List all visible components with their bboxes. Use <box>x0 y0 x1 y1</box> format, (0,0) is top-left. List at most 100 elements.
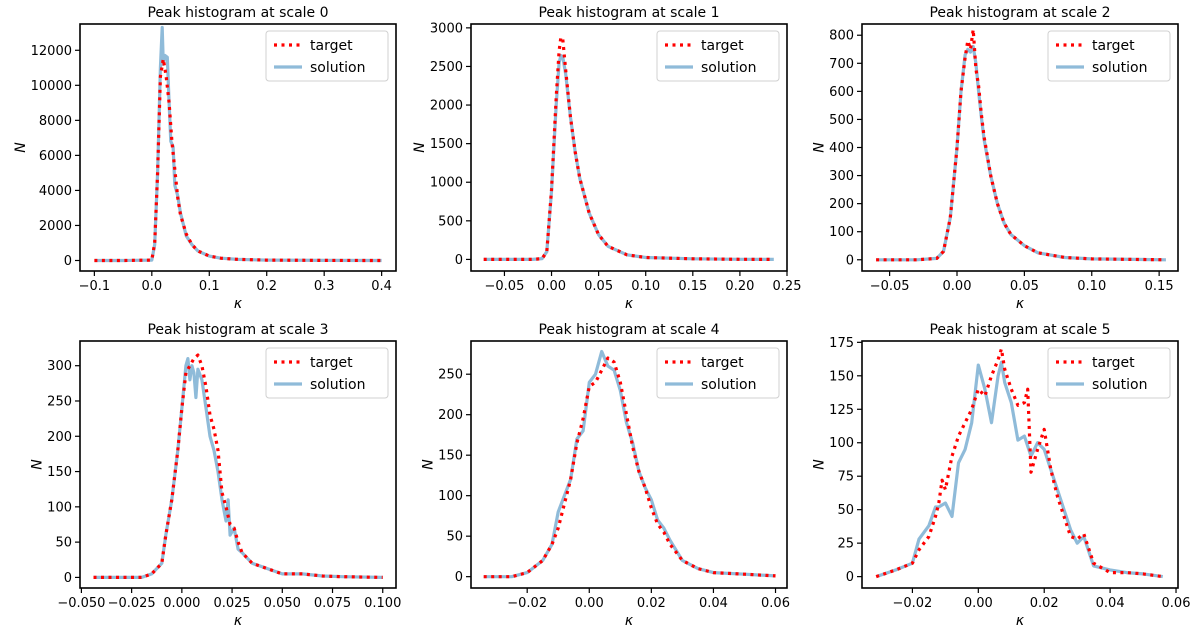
legend-label-solution: solution <box>310 377 365 393</box>
y-tick-label: 300 <box>829 169 854 184</box>
legend-label-solution: solution <box>701 60 756 76</box>
subplot-0: Peak histogram at scale 0 −0.1 0.0 0.1 0.2 0.… <box>13 5 397 312</box>
y-axis-label: N <box>811 459 827 470</box>
axes-frame <box>861 340 1179 589</box>
x-tick-label: 0.05 <box>584 279 613 294</box>
legend: target solution <box>1047 347 1171 399</box>
x-tick-label: 0.0 <box>141 279 162 294</box>
legend-label-solution: solution <box>1092 60 1147 76</box>
subplot-title: Peak histogram at scale 5 <box>929 322 1110 338</box>
y-tick-label: 400 <box>829 141 854 156</box>
subplot-title: Peak histogram at scale 2 <box>929 5 1110 21</box>
x-tick-label: 0.025 <box>213 596 250 611</box>
y-tick-label: 100 <box>438 489 463 504</box>
x-axis-label: κ <box>625 296 634 312</box>
y-tick-label: 500 <box>438 214 463 229</box>
y-tick-label: 200 <box>47 430 72 445</box>
y-tick-label: 25 <box>837 537 854 552</box>
y-tick-label: 250 <box>47 394 72 409</box>
x-tick-label: 0.04 <box>699 596 728 611</box>
x-axis-label: κ <box>1016 296 1025 312</box>
subplot-4: Peak histogram at scale 4 −0.02 0.00 0.02 0.… <box>420 322 790 629</box>
x-tick-label: 0.3 <box>314 279 335 294</box>
x-tick-label: −0.02 <box>507 596 547 611</box>
subplot-3: Peak histogram at scale 3 −0.050 −0.025 0.0… <box>29 322 401 629</box>
y-tick-label: 2000 <box>39 219 72 234</box>
x-tick-label: 0.04 <box>1096 596 1125 611</box>
y-tick-label: 1000 <box>430 176 463 191</box>
x-tick-label: 0.00 <box>575 596 604 611</box>
y-tick-label: 75 <box>837 470 854 485</box>
x-tick-label: 0.25 <box>773 279 802 294</box>
legend: target solution <box>1047 30 1171 82</box>
y-tick-label: 8000 <box>39 114 72 129</box>
x-tick-label: −0.02 <box>892 596 932 611</box>
y-tick-label: 150 <box>438 449 463 464</box>
y-axis-label: N <box>811 142 827 153</box>
legend: target solution <box>656 347 780 399</box>
legend-label-target: target <box>310 355 353 371</box>
x-tick-label: 0.05 <box>1010 279 1039 294</box>
legend-label-target: target <box>701 355 744 371</box>
subplot-2: Peak histogram at scale 2 −0.05 0.00 0.05 0.… <box>811 5 1179 312</box>
y-axis-label: N <box>412 142 428 153</box>
y-tick-label: 12000 <box>31 44 72 59</box>
y-tick-label: 800 <box>829 29 854 44</box>
y-tick-label: 700 <box>829 57 854 72</box>
subplot-1: Peak histogram at scale 1 −0.05 0.00 0.05 0.… <box>412 5 801 312</box>
y-tick-label: 4000 <box>39 184 72 199</box>
axes-frame <box>79 340 397 589</box>
series-line-solution <box>483 349 776 579</box>
x-tick-label: −0.05 <box>485 279 525 294</box>
y-tick-label: 200 <box>829 197 854 212</box>
legend-label-target: target <box>310 38 353 54</box>
y-tick-label: 125 <box>829 403 854 418</box>
x-tick-label: 0.15 <box>678 279 707 294</box>
legend-label-target: target <box>701 38 744 54</box>
y-axis-label: N <box>29 459 45 470</box>
y-tick-label: 0 <box>455 570 463 585</box>
legend-label-solution: solution <box>701 377 756 393</box>
legend-label-solution: solution <box>1092 377 1147 393</box>
y-tick-label: 50 <box>837 503 854 518</box>
axes-frame <box>470 340 788 589</box>
series-line-solution <box>875 360 1164 579</box>
y-tick-label: 300 <box>47 359 72 374</box>
series-line-target <box>483 35 774 261</box>
x-tick-label: 0.000 <box>163 596 200 611</box>
series-line-target <box>483 356 776 579</box>
x-tick-label: 0.06 <box>1162 596 1191 611</box>
x-tick-label: 0.00 <box>537 279 566 294</box>
x-tick-label: 0.06 <box>761 596 790 611</box>
y-tick-label: 200 <box>438 408 463 423</box>
subplot-title: Peak histogram at scale 1 <box>538 5 719 21</box>
x-tick-label: −0.05 <box>870 279 910 294</box>
legend-label-target: target <box>1092 355 1135 371</box>
y-tick-label: 0 <box>64 254 72 269</box>
axes-frame <box>470 23 788 272</box>
y-tick-label: 150 <box>829 369 854 384</box>
y-tick-label: 100 <box>829 225 854 240</box>
y-tick-label: 2000 <box>430 99 463 114</box>
x-tick-label: 0.4 <box>371 279 392 294</box>
y-tick-label: 50 <box>446 530 463 545</box>
x-axis-label: κ <box>625 613 634 629</box>
legend: target solution <box>265 347 389 399</box>
y-tick-label: 50 <box>55 536 72 551</box>
y-axis-label: N <box>13 142 29 153</box>
legend: target solution <box>656 30 780 82</box>
x-tick-label: 0.050 <box>264 596 301 611</box>
subplot-title: Peak histogram at scale 3 <box>147 322 328 338</box>
y-tick-label: 3000 <box>430 21 463 36</box>
y-tick-label: 2500 <box>430 60 463 75</box>
x-tick-label: 0.10 <box>631 279 660 294</box>
y-tick-label: 100 <box>47 500 72 515</box>
x-tick-label: −0.025 <box>108 596 156 611</box>
y-tick-label: 10000 <box>31 79 72 94</box>
y-tick-label: 100 <box>829 436 854 451</box>
y-axis-label: N <box>420 459 436 470</box>
x-tick-label: 0.100 <box>364 596 401 611</box>
x-axis-label: κ <box>1016 613 1025 629</box>
y-tick-label: 250 <box>438 368 463 383</box>
